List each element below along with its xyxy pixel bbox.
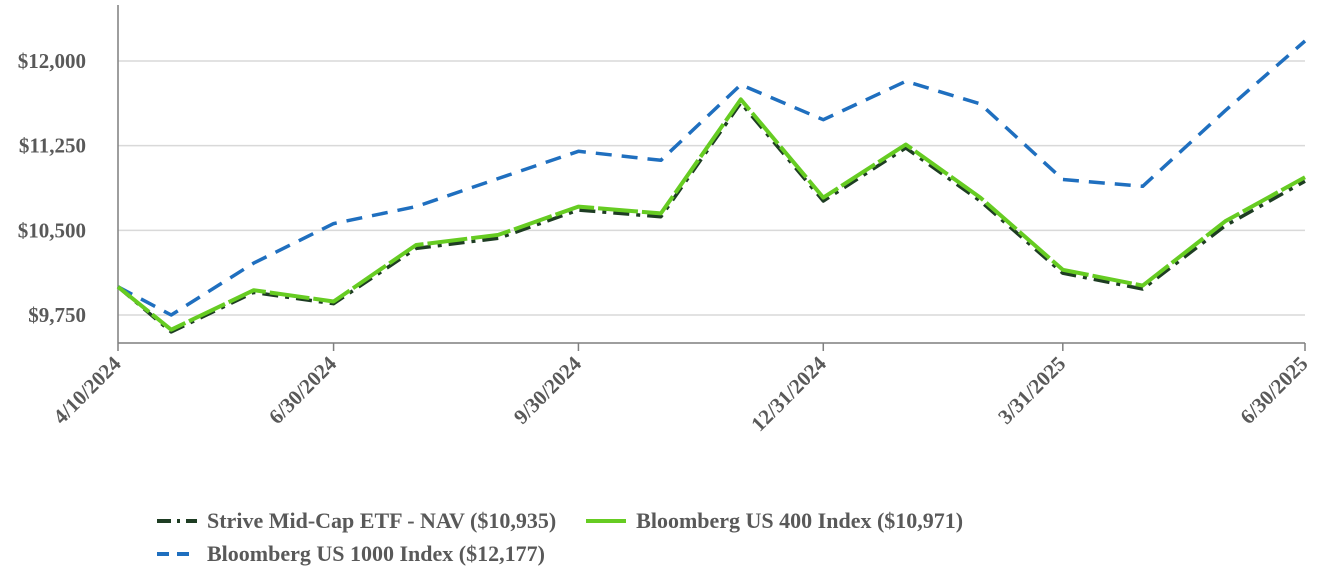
x-tick-label: 3/31/2025	[993, 352, 1070, 429]
y-tick-label: $9,750	[28, 303, 86, 327]
series-line-us400	[116, 97, 1306, 332]
y-tick-label: $11,250	[19, 134, 86, 158]
legend: Strive Mid-Cap ETF - NAV ($10,935) Bloom…	[155, 504, 1335, 570]
x-tick-label: 9/30/2024	[509, 351, 587, 429]
x-tick-label: 12/31/2024	[746, 351, 831, 436]
legend-item-nav: Strive Mid-Cap ETF - NAV ($10,935)	[155, 508, 556, 534]
series-line-us1000	[117, 39, 1307, 317]
legend-swatch-us1000	[157, 551, 197, 556]
y-tick-label: $10,500	[18, 218, 86, 242]
legend-swatch-nav	[157, 518, 197, 523]
series-lines	[116, 39, 1307, 334]
legend-item-us1000: Bloomberg US 1000 Index ($12,177)	[155, 541, 545, 567]
x-tick-label: 4/10/2024	[48, 351, 126, 429]
y-axis-tick-labels: $9,750 $10,500 $11,250 $12,000	[18, 49, 86, 327]
x-tick-label: 6/30/2025	[1235, 352, 1312, 429]
x-axis-ticks: 4/10/2024 6/30/2024 9/30/2024 12/31/2024 3/3…	[48, 343, 1313, 436]
series-line-nav	[116, 101, 1306, 334]
legend-label-us1000: Bloomberg US 1000 Index ($12,177)	[207, 540, 545, 566]
legend-item-us400: Bloomberg US 400 Index ($10,971)	[584, 508, 963, 534]
line-chart: $9,750 $10,500 $11,250 $12,000 4/10/2024 6/3…	[18, 5, 1313, 436]
legend-label-nav: Strive Mid-Cap ETF - NAV ($10,935)	[207, 507, 557, 533]
gridlines	[118, 60, 1305, 316]
x-tick-label: 6/30/2024	[264, 351, 342, 429]
legend-swatch-us400	[586, 518, 627, 523]
y-tick-label: $12,000	[18, 49, 86, 73]
legend-label-us400: Bloomberg US 400 Index ($10,971)	[636, 507, 964, 533]
